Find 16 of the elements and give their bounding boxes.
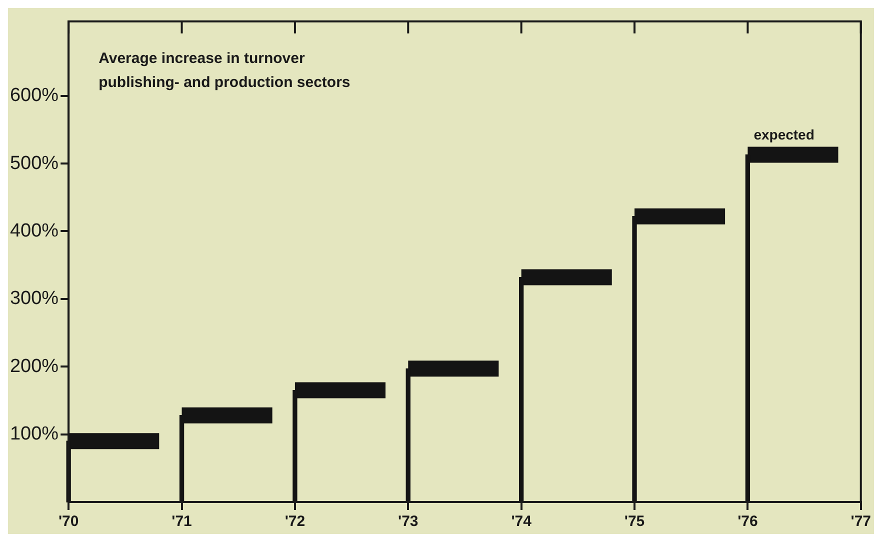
x-tick-label: '73 <box>398 513 418 530</box>
x-tick-label: '77 <box>850 513 872 530</box>
x-tick-label: '74 <box>511 513 532 530</box>
x-tick-label: '71 <box>172 513 192 530</box>
x-tick-label: '70 <box>58 513 79 530</box>
y-tick-label: 200% <box>10 356 59 377</box>
y-tick-label: 300% <box>10 288 59 310</box>
y-tick-label: 600% <box>10 85 59 106</box>
x-tick-label: '75 <box>624 513 645 530</box>
y-tick-label: 400% <box>10 220 59 242</box>
text: Average increase in turnover publishing- and production sectors <box>98 50 350 92</box>
y-tick-label: 500% <box>10 152 59 174</box>
x-tick-label: '72 <box>284 513 306 530</box>
annotation: expected <box>754 126 814 143</box>
x-tick-label: '76 <box>738 513 758 530</box>
y-tick-label: 100% <box>10 424 59 445</box>
